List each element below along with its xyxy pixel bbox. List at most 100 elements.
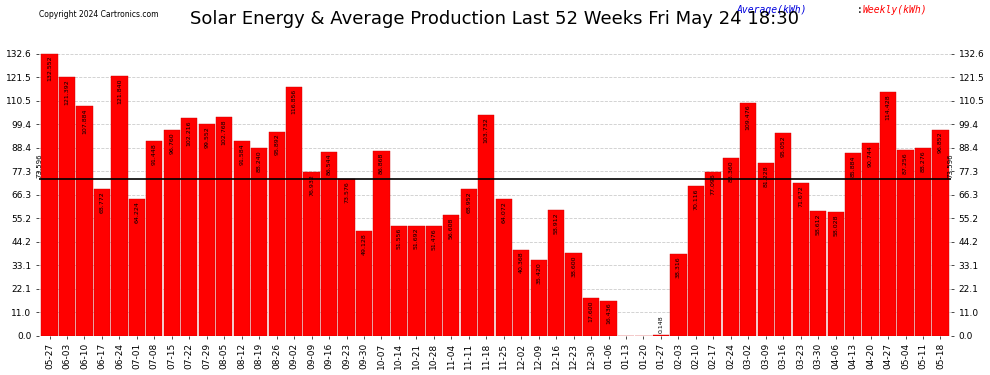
Bar <box>426 226 442 336</box>
Text: 17.600: 17.600 <box>589 300 594 322</box>
Bar <box>163 130 180 336</box>
Bar <box>199 124 215 336</box>
Text: 88.240: 88.240 <box>256 150 261 172</box>
Text: 51.692: 51.692 <box>414 228 419 249</box>
Text: 102.216: 102.216 <box>187 120 192 146</box>
Text: 38.316: 38.316 <box>676 256 681 278</box>
Text: :: : <box>850 5 868 15</box>
Bar <box>583 298 599 336</box>
Text: 121.392: 121.392 <box>64 80 69 105</box>
Text: 16.436: 16.436 <box>606 303 611 324</box>
Text: 51.556: 51.556 <box>396 228 401 249</box>
Text: 114.428: 114.428 <box>885 94 891 120</box>
Text: 109.476: 109.476 <box>745 105 750 130</box>
Bar <box>915 148 932 336</box>
Bar <box>355 231 372 336</box>
Bar <box>478 115 494 336</box>
Text: 58.612: 58.612 <box>816 213 821 234</box>
Bar <box>94 189 110 336</box>
Text: 76.932: 76.932 <box>309 174 314 196</box>
Bar <box>897 150 914 336</box>
Bar <box>181 118 197 336</box>
Text: 68.952: 68.952 <box>466 191 471 213</box>
Text: 73.596: 73.596 <box>947 153 953 178</box>
Bar <box>147 141 162 336</box>
Text: 77.096: 77.096 <box>711 174 716 195</box>
Text: 58.028: 58.028 <box>834 214 839 236</box>
Bar <box>496 199 512 336</box>
Text: 40.368: 40.368 <box>519 252 524 273</box>
Text: 49.128: 49.128 <box>361 233 366 255</box>
Bar <box>391 226 407 336</box>
Bar <box>793 183 809 336</box>
Bar <box>880 92 896 336</box>
Text: 71.672: 71.672 <box>798 185 803 207</box>
Text: 102.768: 102.768 <box>222 119 227 145</box>
Bar <box>828 212 843 336</box>
Bar <box>58 77 75 336</box>
Bar <box>304 172 320 336</box>
Bar <box>548 210 564 336</box>
Bar <box>723 158 739 336</box>
Text: 88.276: 88.276 <box>921 150 926 172</box>
Bar <box>757 163 774 336</box>
Bar <box>531 260 546 336</box>
Text: 95.052: 95.052 <box>781 135 786 157</box>
Bar <box>810 211 827 336</box>
Text: 58.912: 58.912 <box>553 212 558 234</box>
Text: 64.224: 64.224 <box>135 201 140 223</box>
Text: 107.884: 107.884 <box>82 108 87 134</box>
Bar <box>251 148 267 336</box>
Text: 87.256: 87.256 <box>903 152 908 174</box>
Bar <box>42 54 57 336</box>
Bar <box>286 87 302 336</box>
Bar <box>460 189 477 336</box>
Text: 103.732: 103.732 <box>484 117 489 143</box>
Bar <box>600 301 617 336</box>
Text: 95.892: 95.892 <box>274 134 279 156</box>
Text: 90.744: 90.744 <box>868 145 873 166</box>
Bar <box>216 117 233 336</box>
Title: Solar Energy & Average Production Last 52 Weeks Fri May 24 18:30: Solar Energy & Average Production Last 5… <box>190 10 800 28</box>
Text: 51.476: 51.476 <box>432 228 437 250</box>
Text: 56.608: 56.608 <box>448 217 453 238</box>
Text: Weekly(kWh): Weekly(kWh) <box>862 5 927 15</box>
Text: 73.576: 73.576 <box>344 181 349 203</box>
Bar <box>321 152 338 336</box>
Bar <box>234 141 249 336</box>
Text: 35.420: 35.420 <box>537 262 542 284</box>
Bar <box>129 199 145 336</box>
Bar <box>339 179 354 336</box>
Bar <box>408 226 425 336</box>
Text: 70.116: 70.116 <box>693 189 698 210</box>
Text: 91.448: 91.448 <box>151 143 156 165</box>
Bar <box>741 103 756 336</box>
Bar <box>565 254 582 336</box>
Text: 96.852: 96.852 <box>938 132 942 153</box>
Bar <box>670 254 686 336</box>
Text: Average(kWh): Average(kWh) <box>737 5 807 15</box>
Bar <box>373 151 390 336</box>
Bar <box>688 186 704 336</box>
Bar <box>444 215 459 336</box>
Bar <box>268 132 285 336</box>
Text: 73.596: 73.596 <box>37 153 43 178</box>
Bar <box>76 106 93 336</box>
Text: 81.228: 81.228 <box>763 165 768 186</box>
Bar <box>862 142 879 336</box>
Text: 83.360: 83.360 <box>729 160 734 182</box>
Bar <box>845 153 861 336</box>
Text: 86.868: 86.868 <box>379 153 384 174</box>
Text: 68.772: 68.772 <box>99 191 105 213</box>
Bar <box>933 130 948 336</box>
Bar <box>513 250 530 336</box>
Text: 64.072: 64.072 <box>501 201 506 223</box>
Text: 96.760: 96.760 <box>169 132 174 153</box>
Text: 116.856: 116.856 <box>292 89 297 114</box>
Text: 121.840: 121.840 <box>117 79 122 104</box>
Bar <box>775 134 791 336</box>
Bar <box>705 172 722 336</box>
Text: 38.600: 38.600 <box>571 256 576 277</box>
Text: 91.584: 91.584 <box>240 143 245 165</box>
Bar <box>111 76 128 336</box>
